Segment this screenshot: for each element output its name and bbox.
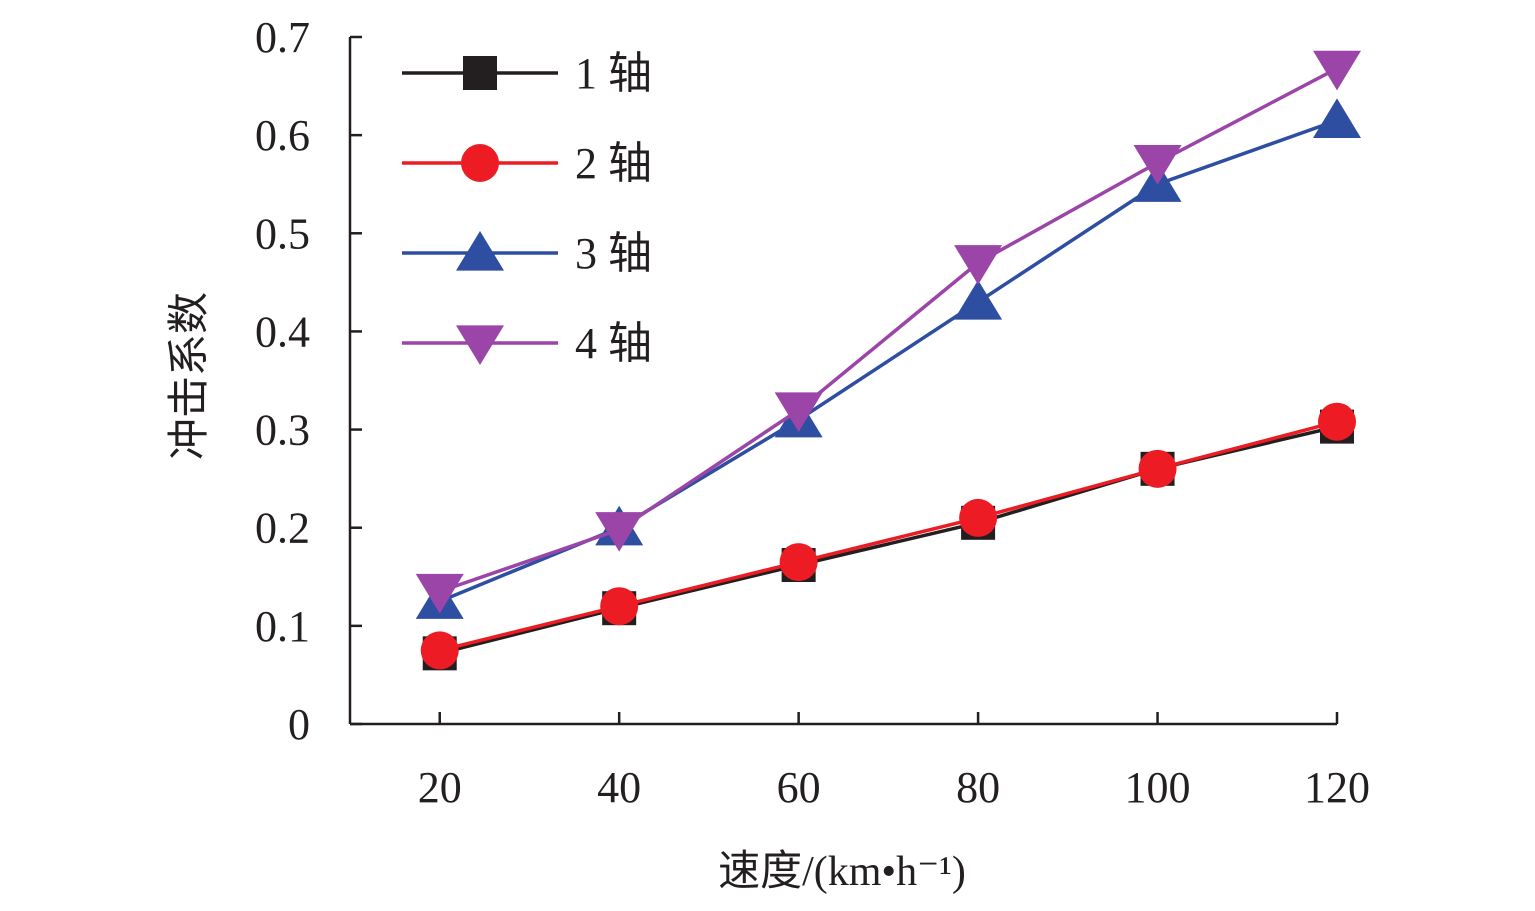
- data-point: [774, 392, 823, 432]
- x-tick-label: 80: [956, 763, 1000, 812]
- y-tick-label: 0.2: [255, 504, 310, 553]
- data-point: [415, 573, 464, 614]
- data-point: [1318, 402, 1356, 441]
- legend-marker: [456, 325, 504, 365]
- legend-label: 2 轴: [575, 139, 652, 188]
- data-point: [1313, 98, 1361, 139]
- y-tick-label: 0.3: [255, 406, 310, 455]
- data-point: [595, 512, 644, 552]
- x-tick-label: 120: [1304, 763, 1370, 812]
- series-line: [439, 420, 1338, 653]
- x-tick-label: 60: [777, 763, 821, 812]
- series-2: [420, 402, 1356, 670]
- data-point: [1133, 145, 1182, 185]
- legend-marker: [463, 56, 497, 90]
- series-line: [439, 66, 1338, 594]
- legend-entry: 3 轴: [402, 229, 652, 278]
- axes: 0 0.1 0.2 0.3 0.4 0.5 0.6 0.7 20 40 60 80 100 120: [255, 13, 1370, 812]
- legend-entry: 1 轴: [402, 49, 652, 98]
- x-tick-label: 20: [418, 763, 462, 812]
- series-layer: [415, 50, 1361, 671]
- data-point: [1138, 449, 1177, 488]
- y-axis-title: 冲击系数: [167, 292, 213, 460]
- series-4: [415, 50, 1361, 614]
- data-point: [600, 587, 639, 626]
- data-point: [959, 498, 998, 537]
- x-tick-label: 100: [1125, 763, 1191, 812]
- legend: 1 轴 2 轴 3 轴 4 轴: [402, 49, 652, 368]
- x-tick-label: 40: [597, 763, 641, 812]
- legend-label: 1 轴: [575, 49, 652, 98]
- legend-label: 4 轴: [575, 319, 652, 368]
- x-axis-title: 速度/(km•h⁻¹): [718, 849, 966, 895]
- y-tick-label: 0.1: [255, 602, 310, 651]
- legend-entry: 4 轴: [402, 319, 652, 368]
- y-tick-label: 0.4: [255, 307, 310, 356]
- legend-marker: [461, 144, 499, 182]
- y-tick-label: 0.7: [255, 13, 310, 62]
- data-point: [779, 543, 818, 582]
- data-point: [420, 631, 459, 670]
- legend-label: 3 轴: [575, 229, 652, 278]
- y-tick-label: 0: [288, 700, 310, 749]
- data-point: [954, 279, 1003, 320]
- data-point: [1313, 50, 1361, 91]
- data-point: [954, 245, 1003, 285]
- y-tick-label: 0.6: [255, 111, 310, 160]
- legend-entry: 2 轴: [402, 139, 652, 188]
- y-tick-label: 0.5: [255, 209, 310, 258]
- legend-marker: [456, 231, 504, 271]
